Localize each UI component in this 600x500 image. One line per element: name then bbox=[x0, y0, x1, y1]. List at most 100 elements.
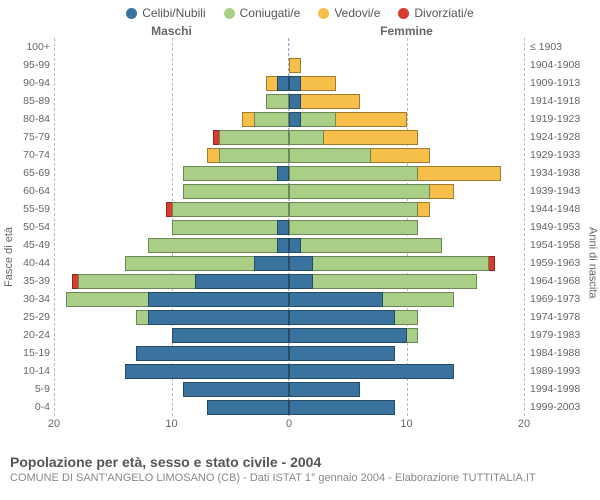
bar-segment bbox=[289, 184, 430, 199]
year-label: 1934-1938 bbox=[528, 164, 590, 182]
legend-swatch bbox=[398, 8, 409, 19]
year-label: 1964-1968 bbox=[528, 272, 590, 290]
year-label: 1914-1918 bbox=[528, 92, 590, 110]
bar-row bbox=[289, 200, 524, 218]
bar-segment bbox=[324, 130, 418, 145]
year-label: 1954-1958 bbox=[528, 236, 590, 254]
bar-row bbox=[54, 254, 289, 272]
year-label: 1909-1913 bbox=[528, 74, 590, 92]
bar-row bbox=[289, 236, 524, 254]
bar-segment bbox=[207, 400, 289, 415]
bar-segment bbox=[395, 310, 419, 325]
bar-segment bbox=[289, 94, 301, 109]
bar-row bbox=[289, 56, 524, 74]
age-label: 35-39 bbox=[10, 272, 54, 290]
bar-segment bbox=[313, 256, 489, 271]
bar-row bbox=[289, 164, 524, 182]
bar-row bbox=[54, 74, 289, 92]
bar-row bbox=[54, 272, 289, 290]
age-label: 60-64 bbox=[10, 182, 54, 200]
bar-segment bbox=[289, 328, 407, 343]
bar-segment bbox=[289, 256, 313, 271]
year-label: 1939-1943 bbox=[528, 182, 590, 200]
legend-item: Divorziati/e bbox=[398, 6, 473, 20]
age-label: 70-74 bbox=[10, 146, 54, 164]
bar-row bbox=[54, 344, 289, 362]
bar-row bbox=[54, 110, 289, 128]
bar-row bbox=[289, 182, 524, 200]
legend-label: Divorziati/e bbox=[414, 6, 473, 20]
legend-item: Vedovi/e bbox=[318, 6, 380, 20]
year-label: ≤ 1903 bbox=[528, 38, 590, 56]
x-axis: 201001020 bbox=[10, 418, 590, 434]
y-axis-right-title: Anni di nascita bbox=[587, 227, 599, 299]
age-label: 65-69 bbox=[10, 164, 54, 182]
bar-row bbox=[54, 308, 289, 326]
bar-row bbox=[289, 38, 524, 56]
bar-segment bbox=[219, 148, 290, 163]
bar-row bbox=[289, 362, 524, 380]
bar-segment bbox=[289, 58, 301, 73]
bar-row bbox=[289, 272, 524, 290]
bar-row bbox=[289, 218, 524, 236]
age-axis: 100+95-9990-9485-8980-8475-7970-7465-696… bbox=[10, 38, 54, 416]
bar-segment bbox=[289, 76, 301, 91]
age-label: 0-4 bbox=[10, 398, 54, 416]
legend-label: Celibi/Nubili bbox=[142, 6, 205, 20]
female-header: Femmine bbox=[289, 24, 524, 38]
bar-segment bbox=[254, 256, 289, 271]
year-axis: ≤ 19031904-19081909-19131914-19181919-19… bbox=[524, 38, 590, 416]
bar-segment bbox=[289, 364, 454, 379]
bar-segment bbox=[242, 112, 254, 127]
bar-row bbox=[289, 110, 524, 128]
bar-segment bbox=[136, 346, 289, 361]
age-label: 55-59 bbox=[10, 200, 54, 218]
year-label: 1974-1978 bbox=[528, 308, 590, 326]
year-label: 1929-1933 bbox=[528, 146, 590, 164]
age-label: 45-49 bbox=[10, 236, 54, 254]
bar-row bbox=[54, 200, 289, 218]
bar-row bbox=[54, 56, 289, 74]
age-label: 20-24 bbox=[10, 326, 54, 344]
bar-row bbox=[289, 74, 524, 92]
year-label: 1979-1983 bbox=[528, 326, 590, 344]
bar-segment bbox=[301, 94, 360, 109]
bar-segment bbox=[289, 274, 313, 289]
bar-segment bbox=[418, 202, 430, 217]
column-headers: Maschi Femmine bbox=[10, 24, 590, 38]
bar-row bbox=[289, 326, 524, 344]
year-label: 1959-1963 bbox=[528, 254, 590, 272]
age-label: 15-19 bbox=[10, 344, 54, 362]
male-header: Maschi bbox=[54, 24, 289, 38]
bar-row bbox=[289, 344, 524, 362]
bar-row bbox=[54, 38, 289, 56]
bar-segment bbox=[125, 364, 290, 379]
legend-swatch bbox=[224, 8, 235, 19]
bar-segment bbox=[289, 166, 418, 181]
bar-row bbox=[54, 218, 289, 236]
year-label: 1994-1998 bbox=[528, 380, 590, 398]
bar-row bbox=[289, 128, 524, 146]
year-label: 1969-1973 bbox=[528, 290, 590, 308]
bar-segment bbox=[313, 274, 478, 289]
legend-label: Vedovi/e bbox=[334, 6, 380, 20]
bar-segment bbox=[407, 328, 419, 343]
bar-segment bbox=[289, 310, 395, 325]
legend-item: Celibi/Nubili bbox=[126, 6, 205, 20]
year-label: 1984-1988 bbox=[528, 344, 590, 362]
bar-segment bbox=[172, 202, 290, 217]
bar-segment bbox=[266, 76, 278, 91]
bar-segment bbox=[289, 346, 395, 361]
bar-segment bbox=[207, 148, 219, 163]
bar-segment bbox=[277, 238, 289, 253]
bar-segment bbox=[172, 328, 290, 343]
bar-row bbox=[289, 308, 524, 326]
legend-swatch bbox=[126, 8, 137, 19]
bar-segment bbox=[183, 166, 277, 181]
x-tick-label: 0 bbox=[286, 418, 292, 430]
bar-segment bbox=[183, 382, 289, 397]
age-label: 25-29 bbox=[10, 308, 54, 326]
year-label: 1999-2003 bbox=[528, 398, 590, 416]
bar-segment bbox=[289, 130, 324, 145]
x-tick-label: 20 bbox=[48, 418, 60, 430]
